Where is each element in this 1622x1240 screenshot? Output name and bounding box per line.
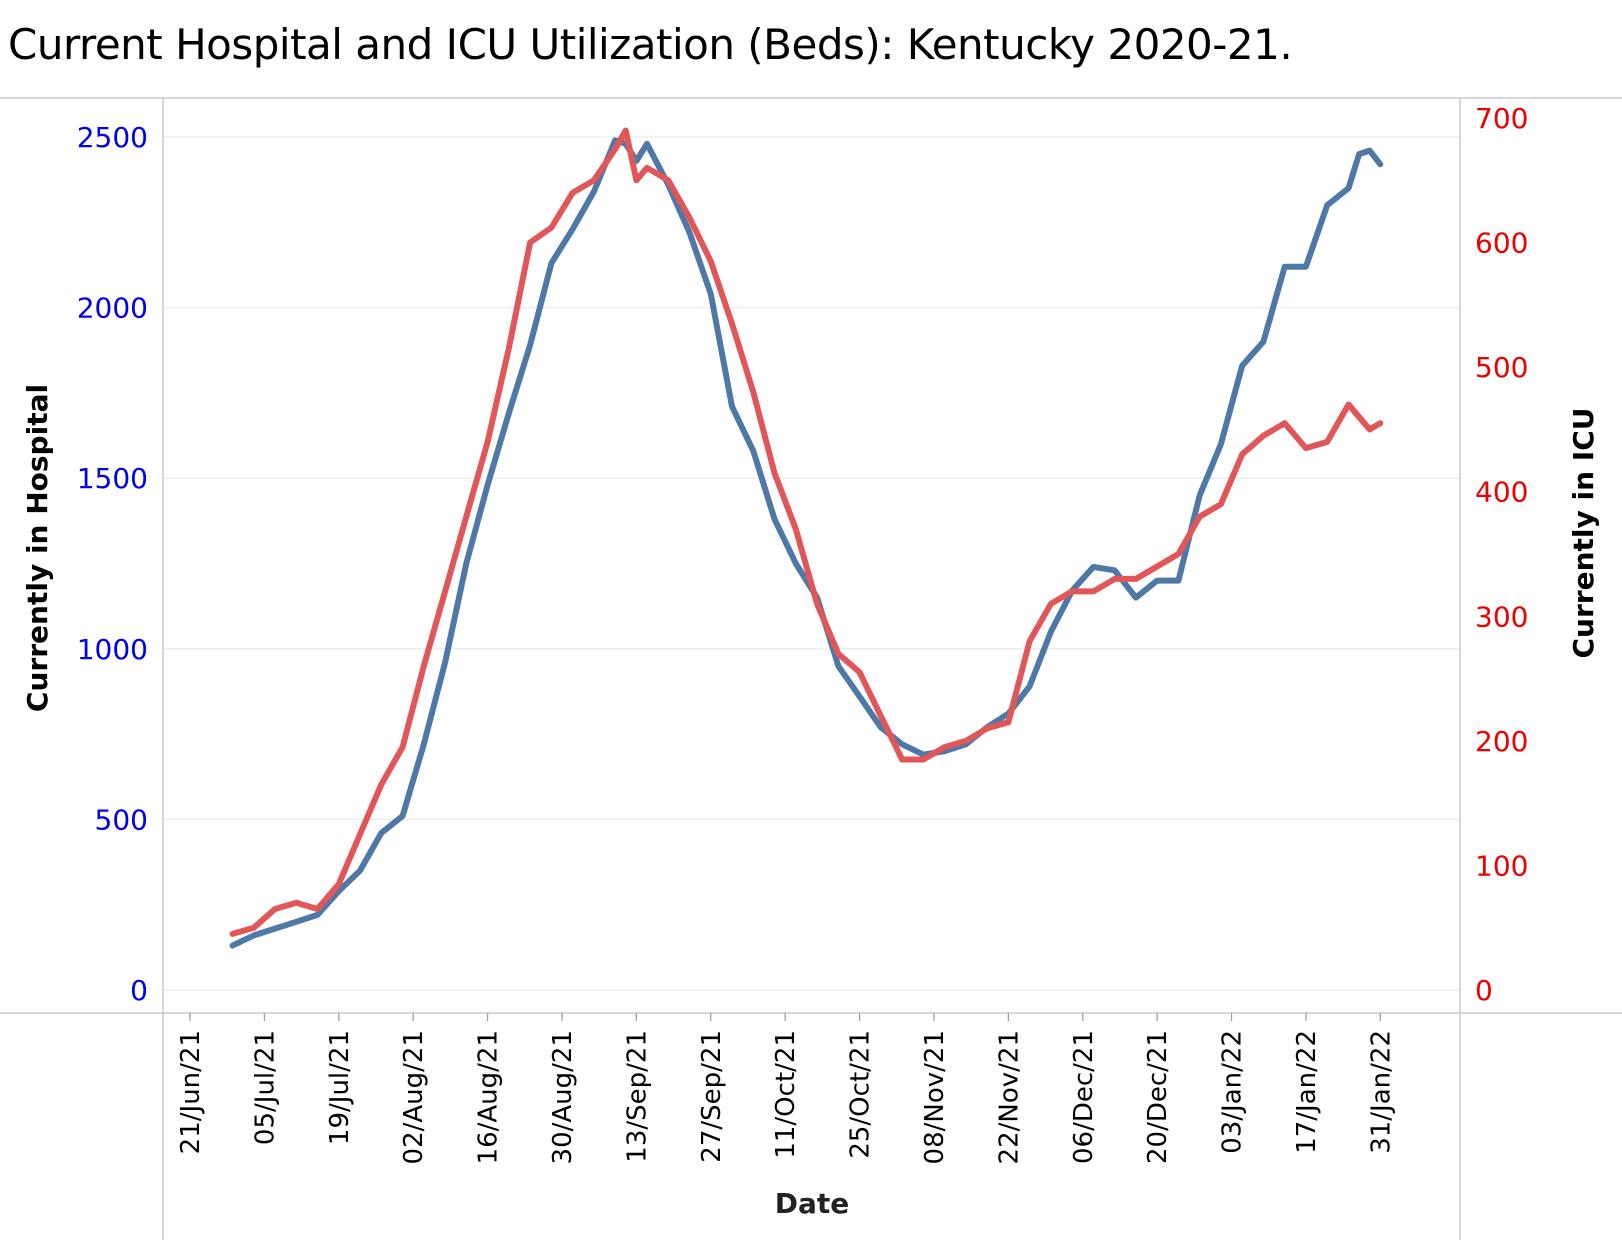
x-tick-label: 27/Sep/21 xyxy=(697,1030,727,1163)
right-tick-label: 500 xyxy=(1475,351,1528,384)
left-tick-label: 1000 xyxy=(77,633,148,666)
x-tick-label: 08/Nov/21 xyxy=(920,1030,950,1164)
x-tick-label: 25/Oct/21 xyxy=(846,1030,876,1159)
left-axis-ticks: 0 500 1000 1500 2000 2500 xyxy=(77,121,148,1007)
x-tick-label: 06/Dec/21 xyxy=(1069,1030,1099,1164)
x-tick-label: 21/Jun/21 xyxy=(176,1030,206,1154)
x-tick-label: 30/Aug/21 xyxy=(548,1030,578,1164)
right-axis-title: Currently in ICU xyxy=(1567,408,1600,659)
left-tick-label: 2000 xyxy=(77,292,148,325)
chart-title: Current Hospital and ICU Utilization (Be… xyxy=(8,20,1293,69)
x-tick-label: 02/Aug/21 xyxy=(399,1030,429,1164)
series-lines xyxy=(229,127,1384,949)
hospital-series-line xyxy=(229,137,1384,949)
x-axis-title: Date xyxy=(775,1187,850,1220)
x-tick-label: 19/Jul/21 xyxy=(325,1030,355,1145)
right-tick-label: 700 xyxy=(1475,102,1528,135)
gridlines xyxy=(163,136,1460,991)
right-axis-ticks: 0 100 200 300 400 500 600 700 xyxy=(1475,102,1528,1007)
x-tick-label: 03/Jan/22 xyxy=(1218,1030,1248,1154)
right-tick-label: 200 xyxy=(1475,725,1528,758)
x-tick-label: 17/Jan/22 xyxy=(1292,1030,1322,1154)
x-tick-label: 13/Sep/21 xyxy=(622,1030,652,1163)
right-tick-label: 400 xyxy=(1475,476,1528,509)
left-tick-label: 2500 xyxy=(77,121,148,154)
x-tick-label: 20/Dec/21 xyxy=(1143,1030,1173,1164)
x-tick-label: 22/Nov/21 xyxy=(994,1030,1024,1164)
icu-series-line xyxy=(229,127,1384,937)
chart-frame xyxy=(0,97,1622,1240)
left-tick-label: 500 xyxy=(95,803,148,836)
right-tick-label: 100 xyxy=(1475,849,1528,882)
left-tick-label: 1500 xyxy=(77,462,148,495)
x-tick-label: 05/Jul/21 xyxy=(250,1030,280,1145)
right-tick-label: 600 xyxy=(1475,227,1528,260)
x-axis-ticks: 21/Jun/21 05/Jul/21 19/Jul/21 02/Aug/21 16/A… xyxy=(176,1013,1396,1164)
right-tick-label: 0 xyxy=(1475,974,1493,1007)
left-tick-label: 0 xyxy=(130,974,148,1007)
x-tick-label: 31/Jan/22 xyxy=(1366,1030,1396,1154)
x-tick-label: 11/Oct/21 xyxy=(771,1030,801,1159)
left-axis-title: Currently in Hospital xyxy=(21,384,54,712)
x-tick-label: 16/Aug/21 xyxy=(474,1030,504,1164)
right-tick-label: 300 xyxy=(1475,600,1528,633)
